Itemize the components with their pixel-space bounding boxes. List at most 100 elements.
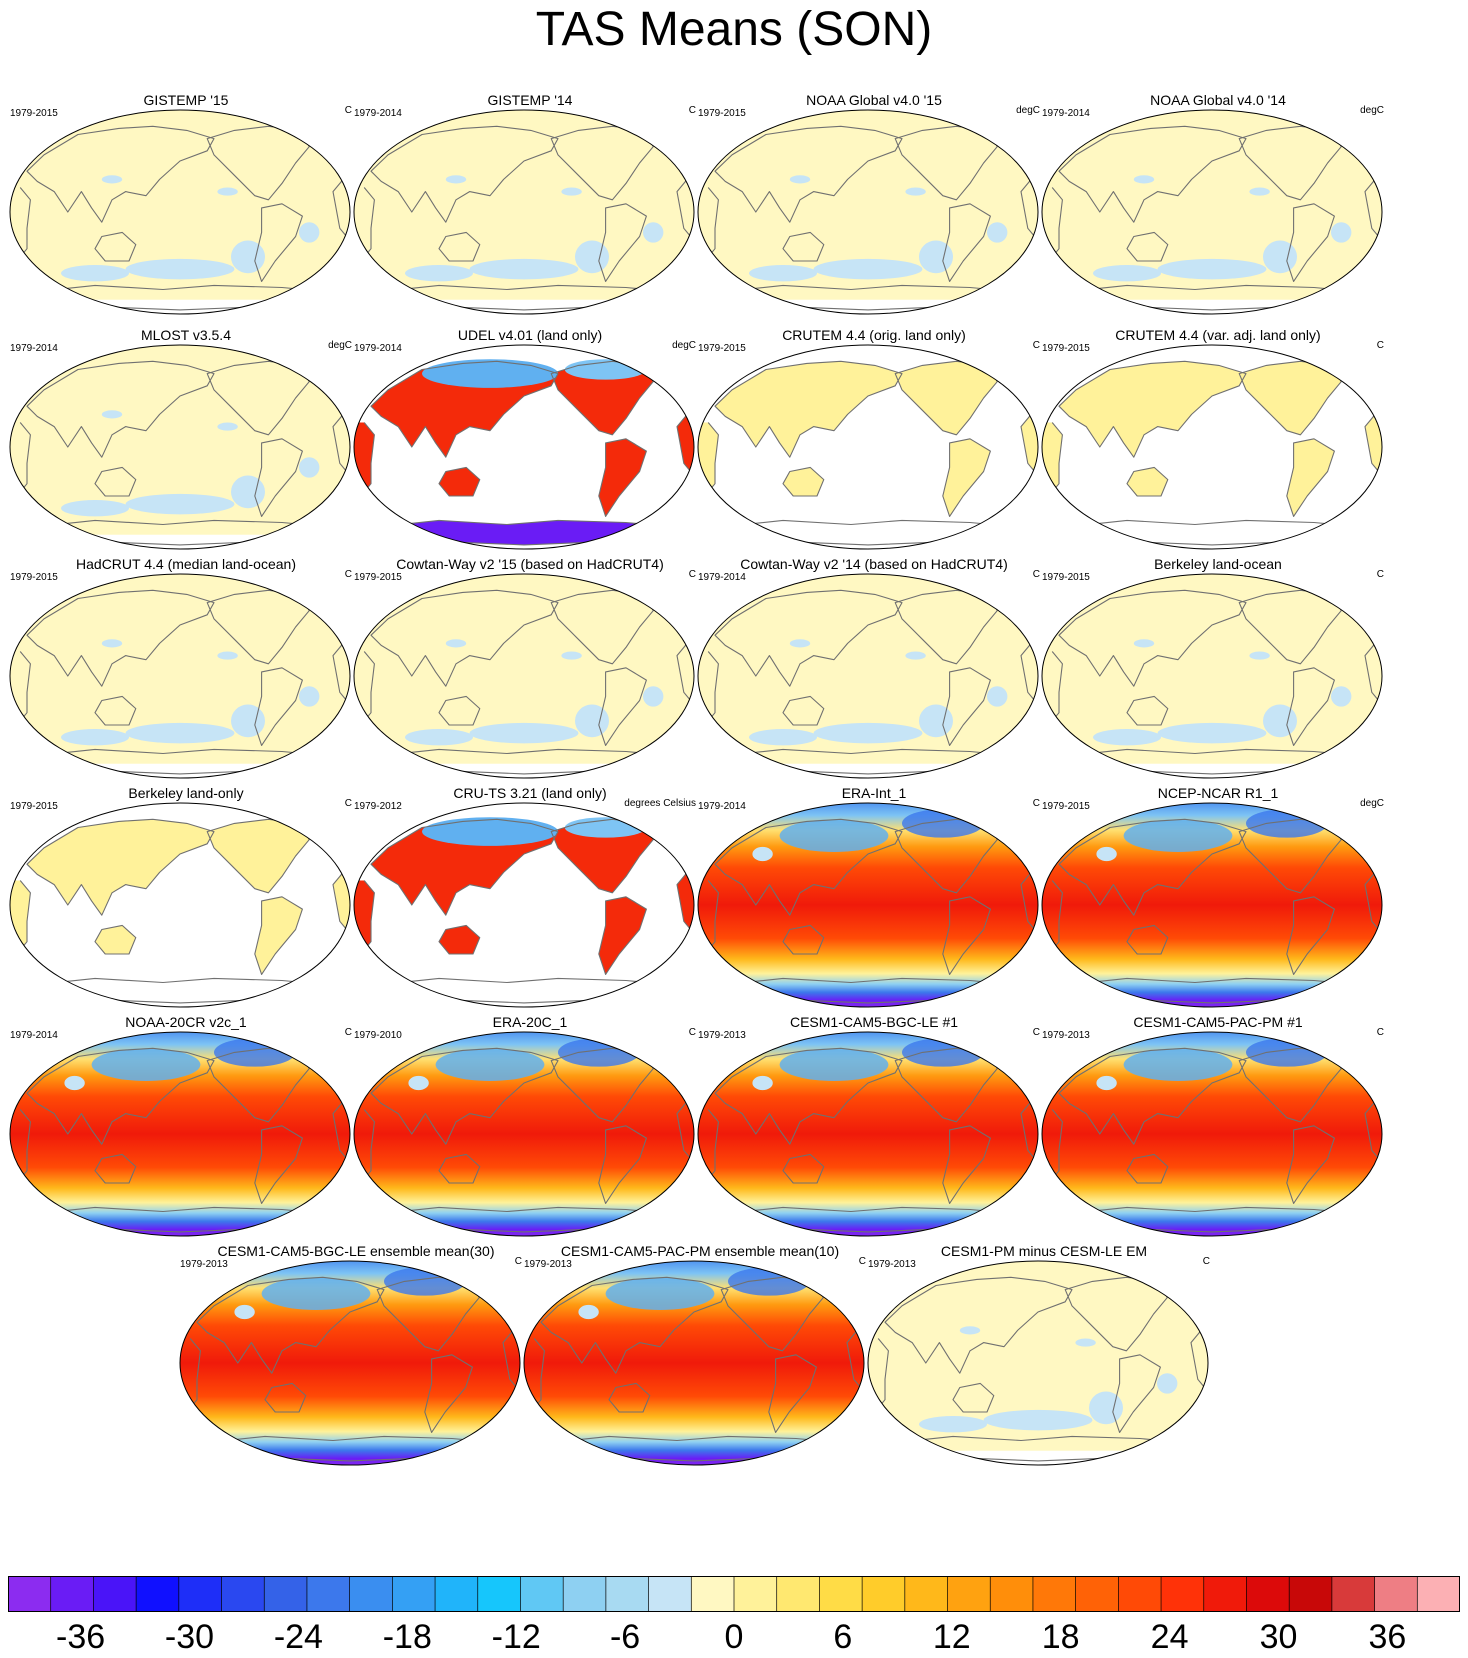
panel-period: 1979-2015: [1042, 343, 1090, 354]
coastline-australia: [438, 231, 481, 262]
colorbar-swatch: [648, 1576, 692, 1612]
coastline-southamerica: [598, 1125, 647, 1204]
panel-units: C: [514, 1256, 522, 1267]
coastline-africa: [707, 880, 719, 947]
map-panel: CESM1-CAM5-BGC-LE #1 1979-2013 C: [696, 1014, 1052, 1246]
coastline-northamerica: [206, 360, 310, 436]
colorbar-swatch: [862, 1576, 906, 1612]
coastline-australia: [782, 466, 825, 497]
coastline-africa: [533, 1338, 545, 1405]
land-greenland: [1344, 355, 1365, 372]
negative-anomaly-region: [561, 651, 582, 660]
panel-units: C: [1376, 1027, 1384, 1038]
coastline-greenland: [1344, 354, 1366, 373]
coastline-northamerica: [894, 589, 998, 665]
negative-anomaly-region: [575, 240, 609, 274]
panel-period: 1979-2014: [1042, 108, 1090, 119]
coastline-australia: [782, 924, 825, 955]
negative-anomaly-region: [61, 500, 129, 517]
negative-anomaly-region: [575, 704, 609, 738]
land-asia: [1059, 361, 1246, 458]
coastline-northamerica: [1238, 360, 1342, 436]
coastline-southamerica: [598, 203, 647, 282]
map-border: [9, 344, 351, 550]
panel-title: CESM1-CAM5-BGC-LE #1: [789, 1014, 959, 1030]
negative-anomaly-region: [1331, 222, 1352, 243]
map-border: [867, 1260, 1209, 1466]
panel-units: C: [1376, 569, 1384, 580]
negative-anomaly-region: [905, 651, 926, 660]
land-greenland: [656, 355, 677, 372]
colorbar-tick-label: 6: [833, 1618, 853, 1656]
coastline-asia: [370, 125, 559, 223]
map-panel: NOAA Global v4.0 '15 1979-2015 degC: [696, 92, 1052, 324]
coastline-southamerica: [598, 896, 647, 975]
colorbar-swatch: [392, 1576, 436, 1612]
coastline-greenland: [656, 583, 678, 602]
panel-period: 1979-2014: [10, 1030, 58, 1041]
map-plot: [697, 573, 1039, 779]
colorbar-swatch: [50, 1576, 94, 1612]
colorbar-swatch: [1118, 1576, 1162, 1612]
map-border: [1041, 802, 1383, 1008]
coastline-southamerica: [942, 896, 991, 975]
negative-anomaly-region: [1157, 722, 1267, 744]
panel-period: 1979-2015: [698, 343, 746, 354]
negative-anomaly-region: [217, 422, 238, 431]
land-australia: [439, 467, 480, 496]
coastline-australia: [952, 1382, 995, 1413]
coastline-greenland: [826, 1270, 848, 1289]
anomaly-field: [1042, 110, 1382, 314]
coastline-northamerica: [550, 1047, 654, 1123]
negative-anomaly-region: [469, 722, 579, 744]
map-panel: Cowtan-Way v2 '14 (based on HadCRUT4) 197…: [696, 556, 1052, 788]
colorbar-swatch: [990, 1576, 1034, 1612]
negative-anomaly-region: [125, 722, 235, 744]
panel-period: 1979-2012: [354, 801, 402, 812]
negative-anomaly-region: [1093, 729, 1161, 746]
colorbar-tick-label: 30: [1259, 1618, 1298, 1656]
coastline-southamerica: [942, 1125, 991, 1204]
anomaly-field: [1042, 574, 1382, 778]
map-border: [1041, 109, 1383, 315]
coastline-asia: [26, 125, 215, 223]
siberia-cold-anomaly: [91, 1048, 201, 1081]
negative-anomaly-region: [217, 187, 238, 196]
negative-anomaly-region: [919, 704, 953, 738]
panel-title: CRUTEM 4.4 (var. adj. land only): [1115, 327, 1321, 343]
coastline-africa: [707, 422, 719, 489]
negative-anomaly-region: [405, 265, 473, 282]
panel-units: degC: [1360, 105, 1384, 116]
map-panel: CRUTEM 4.4 (var. adj. land only) 1979-201…: [1040, 327, 1396, 559]
coastline-asia: [370, 818, 559, 916]
coastline-asia: [1058, 589, 1247, 687]
negative-anomaly-region: [1157, 258, 1267, 280]
negative-anomaly-region: [1089, 1391, 1123, 1425]
map-plot: [697, 344, 1039, 550]
panel-period: 1979-2015: [354, 572, 402, 583]
map-panel: CESM1-CAM5-PAC-PM ensemble mean(10) 1979-…: [522, 1243, 878, 1475]
coastline-greenland: [1344, 119, 1366, 138]
coastline-australia: [94, 231, 137, 262]
panel-title: GISTEMP '14: [487, 92, 573, 108]
coastline-southamerica: [254, 1125, 303, 1204]
land-asia: [27, 819, 214, 916]
map-border: [353, 344, 695, 550]
colorbar-swatch: [776, 1576, 820, 1612]
colorbar-tick-label: -18: [382, 1618, 432, 1656]
negative-anomaly-region: [987, 686, 1008, 707]
map-panel: Berkeley land-only 1979-2015 C: [8, 785, 364, 1017]
map-plot: [353, 344, 695, 550]
negative-anomaly-region: [919, 240, 953, 274]
panel-period: 1979-2014: [354, 108, 402, 119]
coastline-greenland: [656, 354, 678, 373]
colorbar-swatch: [178, 1576, 222, 1612]
panel-units: C: [858, 1256, 866, 1267]
map-panel: GISTEMP '14 1979-2014 C: [352, 92, 708, 324]
panel-units: C: [344, 798, 352, 809]
coastline-asia: [26, 589, 215, 687]
coastline-greenland: [312, 812, 334, 831]
negative-anomaly-region: [469, 258, 579, 280]
coastline-australia: [94, 466, 137, 497]
negative-anomaly-region: [1263, 704, 1297, 738]
